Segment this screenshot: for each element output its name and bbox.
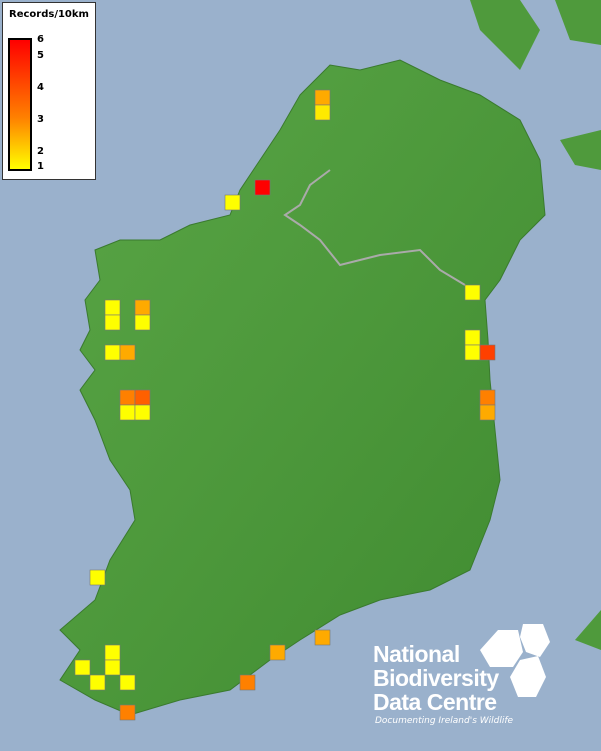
ireland-landmass — [59, 59, 546, 716]
record-square[interactable] — [479, 344, 496, 361]
record-square[interactable] — [269, 644, 286, 661]
record-square[interactable] — [464, 284, 481, 301]
record-square[interactable] — [479, 404, 496, 421]
record-square[interactable] — [119, 704, 136, 721]
record-square[interactable] — [104, 299, 121, 316]
record-square[interactable] — [134, 299, 151, 316]
record-square[interactable] — [119, 404, 136, 421]
logo-line2: Biodiversity — [373, 665, 499, 691]
wales-coast — [575, 610, 601, 650]
logo-tagline: Documenting Ireland's Wildlife — [375, 716, 514, 726]
record-square[interactable] — [464, 344, 481, 361]
logo-hexagons-icon — [480, 624, 550, 697]
border-line — [283, 169, 466, 286]
record-square[interactable] — [314, 629, 331, 646]
record-square[interactable] — [479, 389, 496, 406]
record-square[interactable] — [104, 659, 121, 676]
record-square[interactable] — [104, 314, 121, 331]
record-square[interactable] — [89, 674, 106, 691]
record-square[interactable] — [224, 194, 241, 211]
record-square[interactable] — [254, 179, 271, 196]
legend: Records/10km 6 5 4 3 2 1 — [2, 2, 96, 180]
record-square[interactable] — [314, 104, 331, 121]
legend-tick: 3 — [37, 114, 44, 125]
record-square[interactable] — [239, 674, 256, 691]
legend-tick: 1 — [37, 161, 44, 172]
record-square[interactable] — [104, 644, 121, 661]
scotland-coast — [470, 0, 601, 170]
record-square[interactable] — [134, 389, 151, 406]
logo-line1: National — [373, 641, 460, 667]
record-square[interactable] — [134, 314, 151, 331]
record-square[interactable] — [314, 89, 331, 106]
logo-text: National Biodiversity Data Centre — [373, 642, 499, 714]
record-square[interactable] — [119, 389, 136, 406]
logo-line3: Data Centre — [373, 689, 497, 715]
record-square[interactable] — [119, 674, 136, 691]
legend-tick: 6 — [37, 34, 44, 45]
legend-title: Records/10km — [9, 9, 89, 20]
record-square[interactable] — [134, 404, 151, 421]
legend-tick: 2 — [37, 146, 44, 157]
record-square[interactable] — [89, 569, 106, 586]
record-square[interactable] — [119, 344, 136, 361]
legend-tick: 5 — [37, 50, 44, 61]
legend-tick: 4 — [37, 82, 44, 93]
legend-color-bar — [8, 38, 32, 171]
record-square[interactable] — [464, 329, 481, 346]
record-square[interactable] — [104, 344, 121, 361]
record-square[interactable] — [74, 659, 91, 676]
